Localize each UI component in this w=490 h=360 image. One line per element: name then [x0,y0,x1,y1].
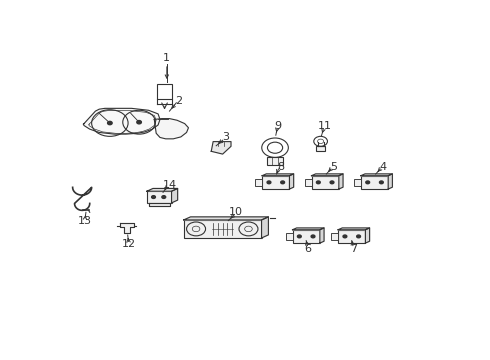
Polygon shape [262,217,269,238]
Circle shape [108,121,112,125]
Text: 13: 13 [78,216,92,226]
Bar [255,179,262,186]
Polygon shape [293,228,324,230]
Bar [331,233,338,240]
Bar [305,179,312,186]
Polygon shape [339,174,343,189]
Circle shape [162,195,166,198]
Polygon shape [147,188,178,191]
Polygon shape [262,174,294,176]
Text: 9: 9 [274,121,281,131]
Polygon shape [312,174,343,176]
Text: 10: 10 [229,207,243,217]
Bar [286,233,293,240]
Circle shape [137,121,142,124]
Circle shape [151,195,155,198]
Circle shape [357,235,361,238]
Text: 2: 2 [175,96,183,107]
Text: 6: 6 [305,244,312,254]
Bar [147,191,172,203]
Text: 5: 5 [330,162,338,172]
Polygon shape [290,174,294,189]
Bar [184,220,262,238]
Bar [262,176,290,189]
Circle shape [297,235,301,238]
Text: 1: 1 [163,53,171,63]
Polygon shape [184,217,269,220]
Circle shape [330,181,334,184]
Polygon shape [388,174,392,189]
Bar [338,230,366,243]
Circle shape [281,181,285,184]
Text: 11: 11 [318,121,332,131]
Polygon shape [172,188,178,203]
Polygon shape [149,203,170,206]
Circle shape [379,181,383,184]
Circle shape [267,181,271,184]
Polygon shape [83,108,160,134]
Text: 4: 4 [380,162,387,172]
Polygon shape [366,228,369,243]
Polygon shape [320,228,324,243]
Text: 14: 14 [162,180,176,190]
Bar [312,176,339,189]
Bar [293,230,320,243]
Polygon shape [211,141,231,154]
Text: 8: 8 [277,162,284,172]
Text: 12: 12 [122,239,136,249]
Circle shape [343,235,347,238]
Circle shape [366,181,369,184]
Polygon shape [120,223,134,233]
Bar [157,84,172,99]
Bar [316,146,325,151]
Polygon shape [154,118,189,139]
Bar [354,179,361,186]
Bar [361,176,388,189]
Text: 3: 3 [222,132,229,143]
Bar [268,157,283,165]
Polygon shape [361,174,392,176]
Circle shape [311,235,315,238]
Circle shape [317,181,320,184]
Polygon shape [338,228,369,230]
Text: 7: 7 [350,244,357,254]
